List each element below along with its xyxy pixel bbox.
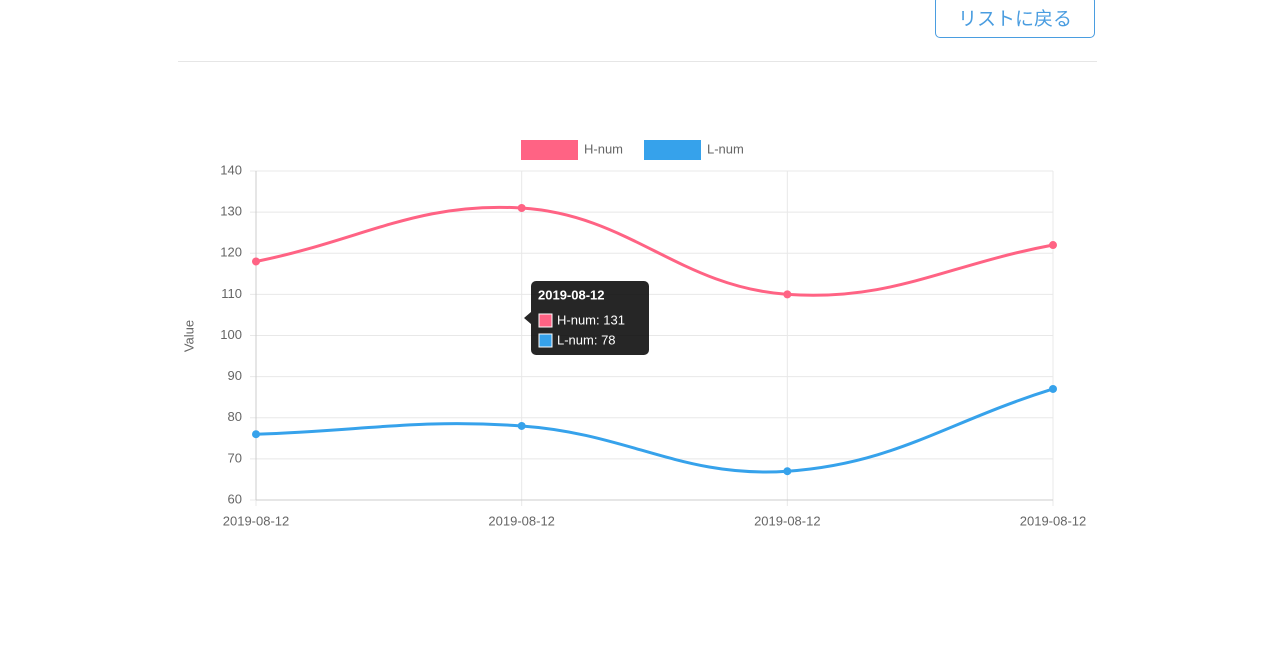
- point: [517, 204, 526, 213]
- point: [252, 430, 260, 439]
- legend-label: H-num: [584, 141, 623, 156]
- y-axis-label: Value: [181, 320, 196, 352]
- y-tick-label: 90: [228, 368, 242, 383]
- tooltip: 2019-08-12 H-num: 131 L-num: 78: [524, 281, 649, 355]
- tooltip-swatch: [538, 333, 553, 348]
- divider: [178, 61, 1097, 62]
- back-to-list-button[interactable]: リストに戻る: [935, 0, 1095, 38]
- tooltip-title: 2019-08-12: [538, 287, 605, 302]
- x-tick-label: 2019-08-12: [1020, 513, 1087, 528]
- line-series: [255, 387, 1054, 474]
- tooltip-line: L-num: 78: [557, 332, 616, 347]
- point: [252, 257, 260, 266]
- legend-label: L-num: [707, 141, 744, 156]
- y-tick-label: 80: [228, 409, 242, 424]
- y-tick-label: 140: [220, 162, 242, 177]
- x-tick-label: 2019-08-12: [223, 513, 290, 528]
- tooltip-swatch: [538, 313, 553, 328]
- point: [1049, 384, 1057, 393]
- y-tick-label: 130: [220, 204, 242, 219]
- x-tick-label: 2019-08-12: [754, 513, 821, 528]
- legend-swatch: [521, 140, 578, 160]
- tooltip-box: [524, 281, 649, 355]
- y-tick-label: 120: [220, 245, 242, 260]
- y-tick-label: 110: [221, 286, 242, 301]
- y-tick-label: 70: [228, 450, 242, 465]
- y-tick-label: 100: [220, 327, 242, 342]
- line-series: [255, 205, 1054, 297]
- point: [783, 467, 792, 476]
- point: [783, 290, 792, 299]
- point: [517, 421, 526, 430]
- legend-swatch: [644, 140, 701, 160]
- tooltip-line: H-num: 131: [557, 312, 625, 327]
- x-tick-label: 2019-08-12: [488, 513, 555, 528]
- point: [1049, 241, 1057, 250]
- y-tick-label: 60: [228, 491, 242, 506]
